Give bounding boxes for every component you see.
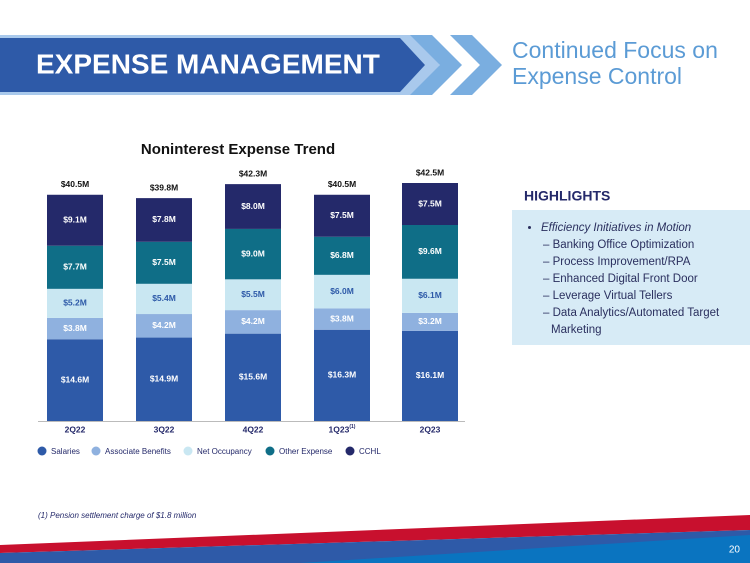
bar-segment: [47, 317, 103, 340]
value-label: $15.6M: [239, 372, 267, 382]
legend-swatch: [37, 446, 47, 456]
value-label: $5.4M: [152, 293, 176, 303]
value-label: $7.7M: [63, 262, 87, 272]
bar-segment: [136, 283, 192, 315]
bar-segment: [402, 278, 458, 313]
value-label: $4.2M: [152, 320, 176, 330]
x-tick-label: 1Q23(1): [329, 424, 356, 434]
stripe-red: [0, 515, 750, 553]
highlight-subitem: – Banking Office Optimization: [543, 239, 695, 251]
bar-segment: [47, 339, 103, 421]
bar-segment: [402, 225, 458, 279]
bar-segment: [136, 241, 192, 284]
value-label: $8.0M: [241, 201, 265, 211]
bar-segment: [136, 198, 192, 242]
total-label: $40.5M: [328, 179, 356, 189]
footnote-ref: (1): [349, 424, 355, 430]
footnote: (1) Pension settlement charge of $1.8 mi…: [38, 511, 197, 520]
chart-title: Noninterest Expense Trend: [141, 141, 335, 158]
highlights-list: Efficiency Initiatives in Motion – Bankin…: [526, 220, 742, 339]
highlight-subitem: – Enhanced Digital Front Door: [543, 273, 698, 285]
value-label: $6.8M: [330, 250, 354, 260]
total-label: $40.5M: [61, 179, 89, 189]
chevron: [450, 35, 502, 95]
value-label: $3.2M: [418, 316, 442, 326]
legend-label: Other Expense: [279, 447, 333, 456]
value-label: $16.1M: [416, 370, 444, 380]
legend-swatch: [265, 446, 275, 456]
x-tick-label: 4Q22: [243, 424, 264, 434]
value-label: $4.2M: [241, 316, 265, 326]
value-label: $6.1M: [418, 290, 442, 300]
bar-segment: [314, 274, 370, 309]
bar-segment: [225, 184, 281, 229]
legend-swatch: [91, 446, 101, 456]
value-label: $9.1M: [63, 214, 87, 224]
total-label: $39.8M: [150, 182, 178, 192]
bar-segment: [314, 236, 370, 275]
value-label: $7.5M: [418, 198, 442, 208]
header-subtitle: Expense Control: [512, 63, 682, 89]
legend-swatch: [183, 446, 193, 456]
highlights-title: HIGHLIGHTS: [524, 188, 610, 204]
bar-segment: [136, 337, 192, 421]
bar-segment: [225, 228, 281, 280]
bar-segment: [314, 329, 370, 421]
stripe-blue-2: [300, 535, 750, 563]
value-label: $7.8M: [152, 214, 176, 224]
value-label: $6.0M: [330, 286, 354, 296]
legend-swatch: [345, 446, 355, 456]
total-label: $42.5M: [416, 167, 444, 177]
bar-segment: [47, 288, 103, 318]
x-tick-label: 3Q22: [154, 424, 175, 434]
bar-segment: [402, 330, 458, 421]
bar-segment: [402, 183, 458, 225]
page-number: 20: [729, 545, 741, 556]
bar-segment: [314, 308, 370, 330]
highlight-subitem: – Leverage Virtual Tellers: [543, 290, 673, 302]
legend-label: CCHL: [359, 447, 381, 456]
value-label: $14.6M: [61, 374, 89, 384]
bar-segment: [47, 245, 103, 289]
value-label: $14.9M: [150, 374, 178, 384]
banner: [0, 38, 425, 92]
bar-segment: [314, 194, 370, 237]
highlight-item: Efficiency Initiatives in Motion: [541, 220, 742, 237]
bar-segment: [225, 310, 281, 334]
header-subtitle: Continued Focus on: [512, 37, 718, 63]
chevron: [410, 35, 462, 95]
value-label: $5.5M: [241, 289, 265, 299]
value-label: $9.0M: [241, 248, 265, 258]
value-label: $3.8M: [330, 313, 354, 323]
value-label: $7.5M: [152, 257, 176, 267]
legend-label: Net Occupancy: [197, 447, 252, 456]
value-label: $5.2M: [63, 298, 87, 308]
value-label: $7.5M: [330, 210, 354, 220]
total-label: $42.3M: [239, 168, 267, 178]
legend-label: Salaries: [51, 447, 80, 456]
highlights-box: Efficiency Initiatives in Motion – Bankin…: [512, 210, 750, 345]
x-tick-label: 2Q22: [65, 424, 86, 434]
header-title: EXPENSE MANAGEMENT: [36, 48, 380, 79]
legend-label: Associate Benefits: [105, 447, 171, 456]
value-label: $9.6M: [418, 246, 442, 256]
highlight-subitem: – Data Analytics/Automated Target Market…: [543, 307, 720, 336]
bar-segment: [47, 194, 103, 246]
highlight-subitem: – Process Improvement/RPA: [543, 256, 691, 268]
bar-segment: [225, 333, 281, 421]
value-label: $16.3M: [328, 370, 356, 380]
bar-segment: [225, 279, 281, 311]
bar-segment: [136, 314, 192, 338]
x-tick-label: 2Q23: [420, 424, 441, 434]
bar-segment: [402, 312, 458, 331]
value-label: $3.8M: [63, 323, 87, 333]
